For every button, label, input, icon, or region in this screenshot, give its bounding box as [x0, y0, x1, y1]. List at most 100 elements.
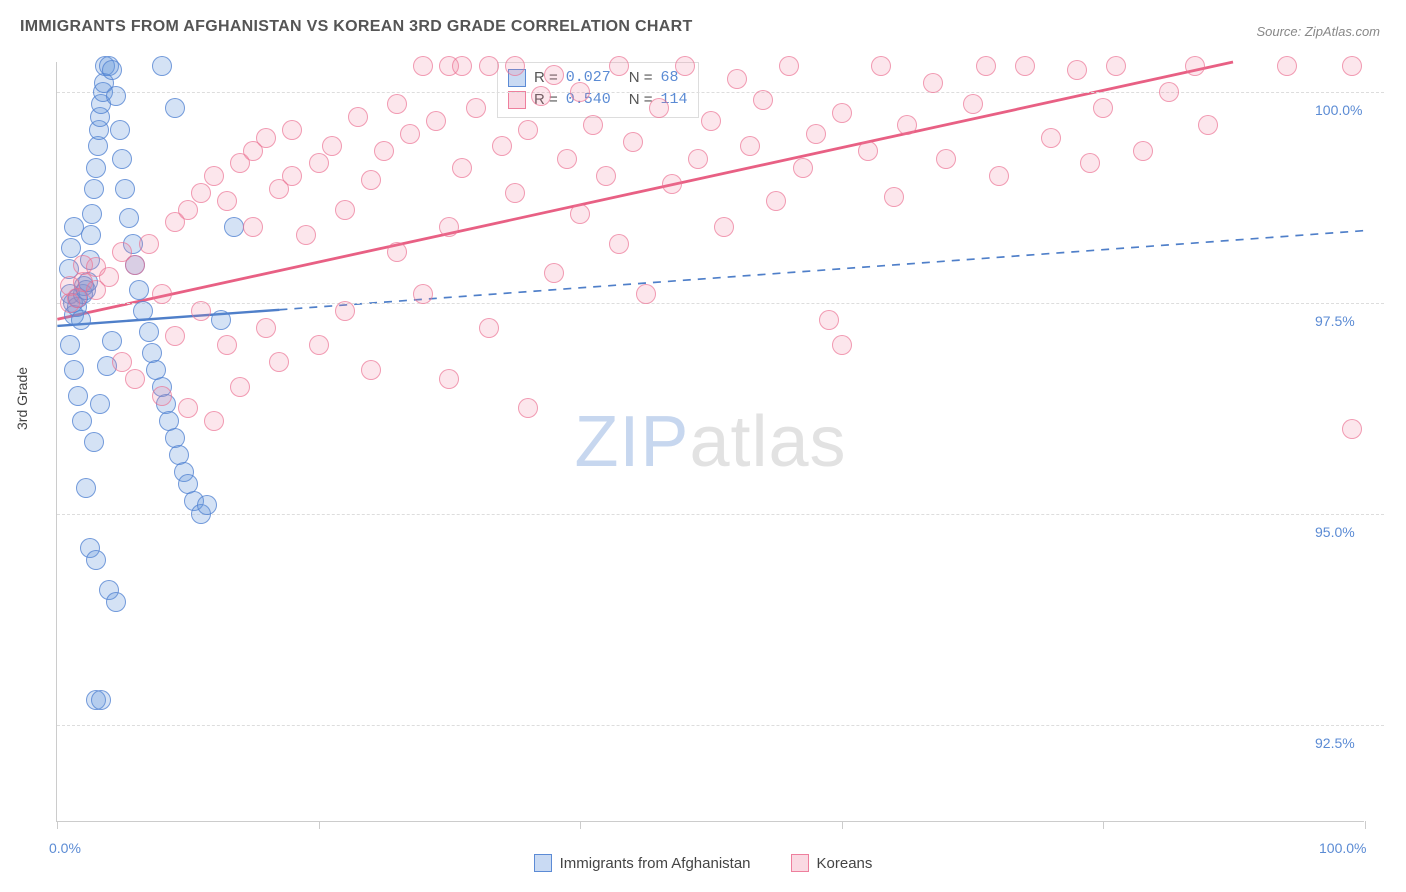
- data-point: [86, 550, 106, 570]
- ytick-label: 92.5%: [1315, 735, 1355, 751]
- data-point: [1277, 56, 1297, 76]
- data-point: [923, 73, 943, 93]
- xtick: [57, 821, 58, 829]
- data-point: [701, 111, 721, 131]
- data-point: [374, 141, 394, 161]
- data-point: [426, 111, 446, 131]
- data-point: [81, 225, 101, 245]
- data-point: [675, 56, 695, 76]
- data-point: [211, 310, 231, 330]
- data-point: [152, 386, 172, 406]
- ytick-label: 95.0%: [1315, 524, 1355, 540]
- data-point: [191, 183, 211, 203]
- data-point: [1342, 419, 1362, 439]
- data-point: [688, 149, 708, 169]
- data-point: [230, 377, 250, 397]
- gridline: [57, 514, 1384, 515]
- watermark-atlas: atlas: [689, 402, 846, 482]
- data-point: [139, 322, 159, 342]
- data-point: [348, 107, 368, 127]
- data-point: [224, 217, 244, 237]
- data-point: [884, 187, 904, 207]
- data-point: [439, 369, 459, 389]
- source-attribution: Source: ZipAtlas.com: [1256, 24, 1380, 39]
- data-point: [165, 98, 185, 118]
- data-point: [1159, 82, 1179, 102]
- data-point: [133, 301, 153, 321]
- data-point: [115, 179, 135, 199]
- data-point: [413, 284, 433, 304]
- data-point: [129, 280, 149, 300]
- data-point: [197, 495, 217, 515]
- trend-line-dashed: [279, 231, 1363, 310]
- data-point: [361, 360, 381, 380]
- xtick: [1365, 821, 1366, 829]
- data-point: [125, 255, 145, 275]
- data-point: [544, 65, 564, 85]
- data-point: [1015, 56, 1035, 76]
- data-point: [64, 217, 84, 237]
- data-point: [1080, 153, 1100, 173]
- data-point: [753, 90, 773, 110]
- data-point: [779, 56, 799, 76]
- data-point: [1133, 141, 1153, 161]
- data-point: [204, 166, 224, 186]
- data-point: [335, 200, 355, 220]
- gridline: [57, 725, 1384, 726]
- data-point: [531, 86, 551, 106]
- trend-line-solid: [57, 310, 279, 326]
- data-point: [557, 149, 577, 169]
- data-point: [518, 120, 538, 140]
- data-point: [152, 284, 172, 304]
- data-point: [112, 352, 132, 372]
- data-point: [740, 136, 760, 156]
- data-point: [766, 191, 786, 211]
- swatch-pink-icon: [508, 91, 526, 109]
- legend-item-blue: Immigrants from Afghanistan: [534, 854, 751, 872]
- data-point: [1342, 56, 1362, 76]
- data-point: [86, 158, 106, 178]
- data-point: [452, 56, 472, 76]
- data-point: [106, 592, 126, 612]
- data-point: [452, 158, 472, 178]
- gridline: [57, 92, 1384, 93]
- plot-area: ZIPatlas R = 0.027 N = 68 R = 0.540 N = …: [56, 62, 1364, 822]
- data-point: [119, 208, 139, 228]
- data-point: [335, 301, 355, 321]
- data-point: [544, 263, 564, 283]
- data-point: [387, 242, 407, 262]
- watermark: ZIPatlas: [574, 401, 846, 483]
- data-point: [243, 217, 263, 237]
- data-point: [989, 166, 1009, 186]
- data-point: [400, 124, 420, 144]
- series-legend: Immigrants from Afghanistan Koreans: [0, 854, 1406, 872]
- data-point: [806, 124, 826, 144]
- data-point: [217, 335, 237, 355]
- data-point: [871, 56, 891, 76]
- swatch-pink-icon: [791, 854, 809, 872]
- data-point: [110, 120, 130, 140]
- data-point: [636, 284, 656, 304]
- data-point: [84, 432, 104, 452]
- data-point: [505, 56, 525, 76]
- data-point: [387, 94, 407, 114]
- data-point: [178, 398, 198, 418]
- data-point: [858, 141, 878, 161]
- data-point: [936, 149, 956, 169]
- data-point: [165, 326, 185, 346]
- chart-title: IMMIGRANTS FROM AFGHANISTAN VS KOREAN 3R…: [20, 18, 693, 36]
- data-point: [256, 128, 276, 148]
- stats-row-blue: R = 0.027 N = 68: [508, 67, 688, 89]
- data-point: [466, 98, 486, 118]
- data-point: [596, 166, 616, 186]
- data-point: [793, 158, 813, 178]
- data-point: [68, 386, 88, 406]
- data-point: [309, 335, 329, 355]
- data-point: [269, 352, 289, 372]
- xtick: [580, 821, 581, 829]
- data-point: [296, 225, 316, 245]
- data-point: [282, 166, 302, 186]
- data-point: [662, 174, 682, 194]
- data-point: [76, 478, 96, 498]
- data-point: [256, 318, 276, 338]
